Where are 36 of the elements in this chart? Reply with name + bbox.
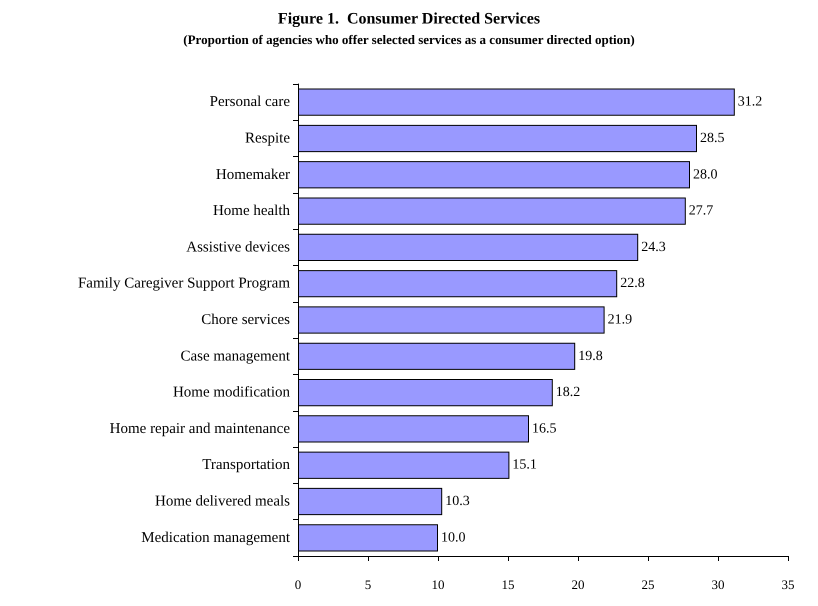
x-tick-label: 35 [782, 577, 794, 592]
chart-subtitle: (Proportion of agencies who offer selected services as a consumer directed option) [183, 32, 635, 47]
y-tick-label: Transportation [202, 457, 290, 474]
y-tick-label: Home delivered meals [155, 494, 290, 510]
y-tick-label: Home repair and maintenance [110, 420, 290, 437]
x-tick-label: 5 [364, 577, 372, 592]
data-label: 10.3 [445, 494, 470, 510]
chart-title: Figure 1. Consumer Directed Services [278, 10, 540, 28]
data-label: 27.7 [688, 204, 714, 219]
data-label: 19.8 [578, 348, 603, 364]
x-tick-label: 15 [502, 577, 514, 592]
x-tick-label: 10 [432, 577, 444, 592]
data-label: 22.8 [620, 276, 645, 292]
data-label: 21.9 [608, 312, 632, 328]
y-tick-label: Respite [245, 130, 290, 146]
data-label: 15.1 [512, 458, 537, 473]
data-label: 10.0 [441, 530, 466, 546]
data-label: 28.0 [693, 167, 718, 182]
data-label: 18.2 [556, 385, 580, 400]
y-tick-label: Case management [180, 348, 291, 364]
data-label: 24.3 [641, 240, 666, 255]
x-tick-label: 30 [712, 577, 724, 592]
data-label: 16.5 [532, 421, 556, 436]
data-label: 28.5 [700, 130, 724, 146]
y-tick-label: Assistive devices [186, 239, 290, 256]
data-label: 31.2 [738, 94, 762, 110]
y-tick-label: Family Caregiver Support Program [78, 276, 290, 292]
x-tick-label: 0 [294, 577, 302, 592]
y-tick-label: Home modification [172, 384, 290, 401]
y-tick-label: Medication management [141, 530, 291, 546]
x-tick-label: 25 [642, 577, 654, 592]
y-tick-label: Personal care [210, 94, 290, 110]
x-tick-label: 20 [572, 577, 584, 592]
y-tick-label: Homemaker [216, 166, 290, 183]
y-tick-label: Chore services [201, 312, 290, 328]
y-tick-label: Home health [212, 203, 290, 220]
